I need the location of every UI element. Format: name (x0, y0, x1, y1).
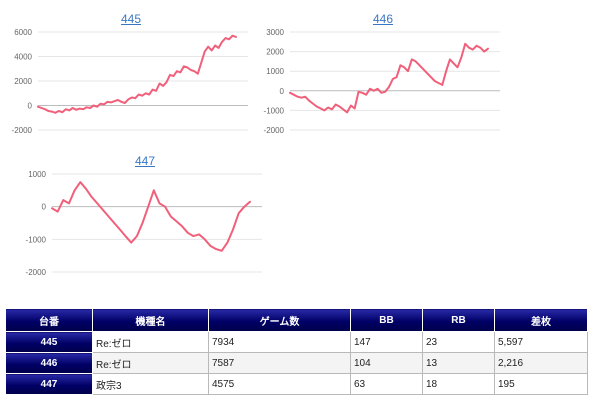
table-row: 446 Re:ゼロ 7587 104 13 2,216 (5, 352, 588, 374)
table-header-row: 台番 機種名 ゲーム数 BB RB 差枚 (5, 308, 588, 332)
game-count-cell: 7587 (208, 352, 351, 374)
bb-cell: 104 (350, 352, 423, 374)
y-tick-label-447-2: -1000 (26, 235, 47, 244)
header-rb: RB (422, 308, 495, 332)
header-model-name: 機種名 (92, 308, 209, 332)
y-tick-label-447-1: 0 (42, 203, 47, 212)
header-bb: BB (350, 308, 423, 332)
y-tick-label-445-4: -2000 (12, 126, 33, 135)
difference-cell: 2,216 (494, 352, 588, 374)
header-difference: 差枚 (494, 308, 588, 332)
y-tick-label-447-3: -2000 (26, 268, 47, 277)
game-count-cell: 7934 (208, 331, 351, 353)
chart-title-446[interactable]: 446 (372, 12, 394, 26)
machine-number-cell[interactable]: 447 (5, 373, 93, 395)
y-tick-label-445-3: 0 (28, 102, 33, 111)
game-count-cell: 4575 (208, 373, 351, 395)
y-tick-label-445-1: 4000 (14, 53, 32, 62)
chart-title-447[interactable]: 447 (134, 154, 156, 168)
header-machine-number: 台番 (5, 308, 93, 332)
machine-number-cell[interactable]: 445 (5, 331, 93, 353)
chart-445: 445 6000 4000 2000 0 -2000 (0, 8, 262, 142)
chart-446: 446 3000 2000 1000 0 -1000 -2000 (252, 8, 514, 142)
y-tick-label-446-5: -2000 (264, 126, 285, 135)
rb-cell: 23 (422, 331, 495, 353)
rb-cell: 13 (422, 352, 495, 374)
y-tick-label-446-0: 3000 (266, 28, 284, 37)
table-row: 445 Re:ゼロ 7934 147 23 5,597 (5, 331, 588, 353)
y-tick-label-447-0: 1000 (28, 170, 46, 179)
bb-cell: 63 (350, 373, 423, 395)
y-tick-label-445-0: 6000 (14, 28, 32, 37)
y-tick-label-445-2: 2000 (14, 77, 32, 86)
chart-445-plot: 6000 4000 2000 0 -2000 (12, 28, 248, 135)
chart-447-plot: 1000 0 -1000 -2000 (26, 170, 262, 277)
machine-number-cell[interactable]: 446 (5, 352, 93, 374)
table-row: 447 政宗3 4575 63 18 195 (5, 373, 588, 395)
series-line-445-0 (37, 34, 237, 114)
difference-cell: 5,597 (494, 331, 588, 353)
model-name-cell: Re:ゼロ (92, 352, 209, 374)
chart-447: 447 1000 0 -1000 -2000 (14, 150, 276, 284)
model-name-cell: Re:ゼロ (92, 331, 209, 353)
chart-446-plot: 3000 2000 1000 0 -1000 -2000 (264, 28, 500, 135)
header-game-count: ゲーム数 (208, 308, 351, 332)
machine-data-table: 台番 機種名 ゲーム数 BB RB 差枚 445 Re:ゼロ 7934 147 … (5, 308, 588, 395)
y-tick-label-446-4: -1000 (264, 106, 285, 115)
y-tick-label-446-1: 2000 (266, 48, 284, 57)
y-tick-label-446-3: 0 (280, 87, 285, 96)
chart-title-445[interactable]: 445 (120, 12, 142, 26)
model-name-cell: 政宗3 (92, 373, 209, 395)
series-line-446-0 (289, 42, 489, 114)
series-line-447-0 (51, 181, 251, 252)
y-tick-label-446-2: 1000 (266, 67, 284, 76)
difference-cell: 195 (494, 373, 588, 395)
rb-cell: 18 (422, 373, 495, 395)
bb-cell: 147 (350, 331, 423, 353)
